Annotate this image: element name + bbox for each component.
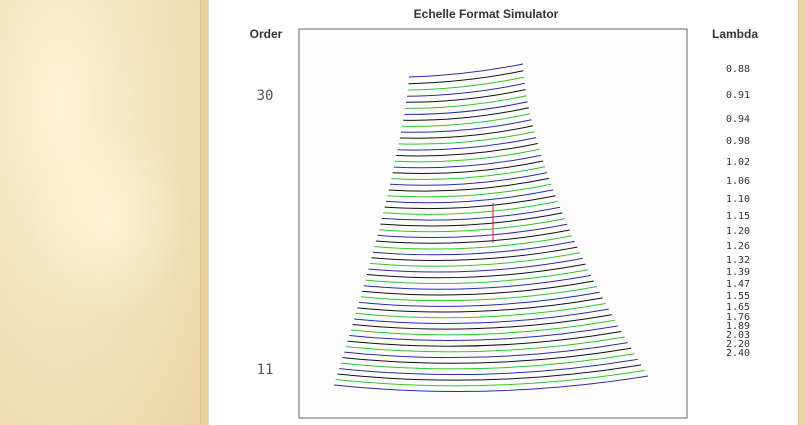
- lambda-tick-label: 1.02: [726, 157, 750, 168]
- order-trace: [345, 336, 625, 353]
- order-trace: [396, 143, 538, 157]
- order-axis-header: Order: [250, 27, 283, 41]
- lambda-axis-header: Lambda: [712, 27, 758, 41]
- order-trace: [404, 101, 528, 115]
- lambda-tick-label: 2.20: [726, 339, 750, 350]
- order-trace: [369, 252, 581, 267]
- echelle-orders: [333, 63, 649, 392]
- lambda-tick-label: 1.39: [726, 267, 750, 278]
- order-trace: [355, 303, 606, 319]
- lambda-tick-label: 1.06: [726, 176, 750, 187]
- lambda-tick-label: 0.91: [726, 90, 750, 101]
- order-trace: [408, 70, 524, 85]
- order-trace: [391, 166, 546, 180]
- lambda-tick-label: 1.55: [726, 291, 750, 302]
- order-trace: [335, 369, 645, 387]
- order-trace: [377, 223, 568, 238]
- lambda-tick-label: 1.20: [726, 226, 750, 237]
- order-trace: [339, 358, 638, 376]
- order-trace: [362, 280, 594, 296]
- order-trace: [354, 308, 609, 324]
- order-trace: [342, 347, 632, 364]
- order-trace: [384, 195, 556, 210]
- order-trace: [357, 297, 603, 313]
- order-trace: [340, 353, 635, 370]
- order-trace: [380, 212, 563, 227]
- order-trace: [381, 206, 561, 221]
- order-trace: [387, 183, 552, 198]
- order-trace: [350, 319, 615, 336]
- lambda-tick-label: 1.47: [726, 279, 750, 290]
- order-trace: [406, 82, 525, 97]
- order-trace: [352, 314, 612, 330]
- order-trace: [375, 229, 570, 244]
- order-trace: [397, 137, 537, 151]
- background-left: [0, 0, 202, 425]
- order-trace: [333, 375, 649, 392]
- lambda-tick-label: 1.10: [726, 194, 750, 205]
- order-trace: [365, 269, 589, 284]
- order-trace: [359, 291, 600, 307]
- order-trace: [360, 286, 597, 302]
- lambda-tick-label: 1.65: [726, 302, 750, 313]
- order-trace: [395, 148, 540, 163]
- order-trace: [405, 95, 527, 109]
- order-trace: [366, 263, 586, 279]
- chart-title: Echelle Format Simulator: [414, 7, 559, 21]
- order-trace: [406, 89, 526, 103]
- order-trace: [389, 172, 548, 186]
- lambda-tick-label: 1.15: [726, 211, 750, 222]
- lambda-tick-label: 1.76: [726, 312, 750, 323]
- order-trace: [347, 331, 622, 347]
- order-trace: [385, 189, 554, 204]
- background-right: [798, 0, 806, 425]
- lambda-tick-label: 1.32: [726, 255, 750, 266]
- lambda-tick-label: 0.94: [726, 114, 750, 125]
- order-labels: 30 11: [257, 88, 274, 378]
- lambda-tick-label: 2.40: [726, 348, 750, 359]
- order-trace: [372, 240, 575, 256]
- order-trace: [374, 235, 573, 250]
- order-trace: [378, 218, 565, 233]
- order-trace: [344, 342, 628, 359]
- order-trace: [388, 177, 550, 192]
- order-trace: [402, 113, 531, 127]
- lambda-labels: 0.88 0.91 0.94 0.98 1.02 1.06 1.10 1.15 1.20 1.26…: [726, 64, 750, 359]
- lambda-tick-label: 2.03: [726, 330, 750, 341]
- lambda-tick-label: 0.88: [726, 64, 750, 75]
- order-trace: [400, 119, 532, 133]
- lambda-tick-label: 1.89: [726, 321, 750, 332]
- order-trace: [349, 325, 619, 341]
- order-trace: [371, 246, 578, 262]
- order-trace: [408, 63, 524, 78]
- lambda-tick-label: 0.98: [726, 136, 750, 147]
- order-label: 11: [257, 362, 274, 378]
- order-trace: [399, 125, 534, 139]
- order-trace: [393, 154, 542, 169]
- order-trace: [368, 257, 583, 273]
- order-trace: [392, 160, 544, 175]
- order-trace: [337, 364, 642, 381]
- order-trace: [398, 131, 535, 145]
- order-label: 30: [257, 88, 274, 104]
- lambda-tick-label: 1.26: [726, 241, 750, 252]
- order-trace: [403, 107, 529, 121]
- order-trace: [363, 274, 592, 290]
- order-trace: [383, 200, 558, 215]
- order-trace: [407, 76, 525, 91]
